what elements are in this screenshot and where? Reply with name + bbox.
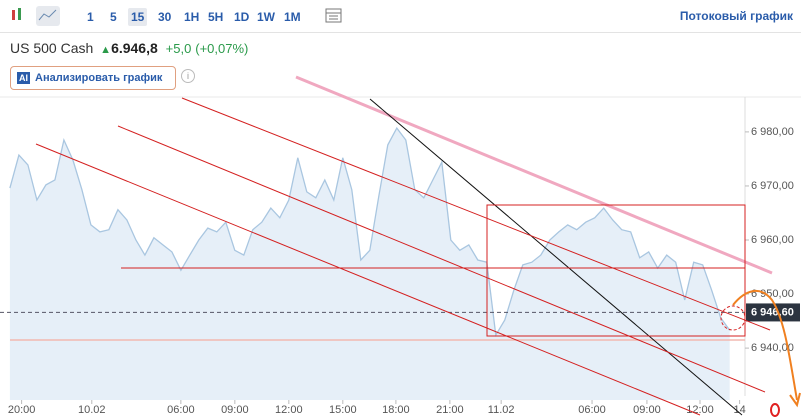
y-tick-label: 6 950,00 xyxy=(751,288,794,300)
watermark: Investing.com xyxy=(22,299,156,321)
channel-line xyxy=(181,97,771,331)
x-tick-label: 18:00 xyxy=(382,404,410,416)
x-tick-label: 12:00 xyxy=(275,404,303,416)
price-tag-label: 6 946,60 xyxy=(751,306,794,318)
analyze-label: Анализировать график xyxy=(35,72,163,84)
channel-line xyxy=(35,143,701,416)
quote-header: US 500 Cash ▲6.946,8 +5,0 (+0,07%) xyxy=(10,40,249,56)
interval-button[interactable]: 5 xyxy=(110,10,117,24)
interval-button[interactable]: 1D xyxy=(234,10,250,24)
marker xyxy=(770,403,780,417)
x-tick-label: 09:00 xyxy=(221,404,249,416)
x-tick-label: 20:00 xyxy=(8,404,36,416)
x-tick-label: 15:00 xyxy=(329,404,357,416)
interval-button[interactable]: 1M xyxy=(284,10,301,24)
arrow-head xyxy=(789,392,801,408)
box xyxy=(486,204,746,337)
change-pct: (+0,07%) xyxy=(195,41,249,56)
stream-link[interactable]: Потоковый график xyxy=(679,9,793,23)
x-tick-label: 21:00 xyxy=(436,404,464,416)
change: +5,0 xyxy=(165,41,192,56)
x-tick-label: 14 xyxy=(733,404,745,416)
y-tick-label: 6 970,00 xyxy=(751,180,794,192)
x-tick-label: 06:00 xyxy=(167,404,195,416)
interval-button[interactable]: 1W xyxy=(257,10,275,24)
x-tick-label: 09:00 xyxy=(633,404,661,416)
instrument: US 500 Cash xyxy=(10,40,94,56)
table-icon[interactable] xyxy=(324,6,344,26)
channel-line xyxy=(117,125,766,393)
price-tag xyxy=(746,303,800,322)
interval-button[interactable]: 30 xyxy=(158,10,172,24)
y-tick-label: 6 960,00 xyxy=(751,234,794,246)
x-tick-label: 11.02 xyxy=(488,404,515,416)
price: 6.946,8 xyxy=(111,40,158,56)
interval-button[interactable]: 1H xyxy=(184,10,200,24)
area-fill xyxy=(9,128,730,400)
y-tick-label: 6 980,00 xyxy=(751,126,794,138)
x-tick-label: 10.02 xyxy=(78,404,106,416)
trend-line xyxy=(295,75,773,275)
circle xyxy=(720,305,746,331)
info-icon[interactable]: i xyxy=(181,69,195,83)
interval-button[interactable]: 15 xyxy=(128,8,148,26)
y-tick-label: 6 940,00 xyxy=(751,342,794,354)
trend-line xyxy=(369,98,743,416)
x-tick-label: 06:00 xyxy=(578,404,606,416)
chart-type-icons[interactable] xyxy=(6,0,76,32)
forecast-arrow xyxy=(732,290,798,401)
analyze-button[interactable]: AI Анализировать график xyxy=(10,66,176,90)
interval-button[interactable]: 1 xyxy=(87,10,94,24)
interval-button[interactable]: 5H xyxy=(208,10,224,24)
toolbar: 1 5 15 30 1H 5H 1D 1W 1M Потоковый график xyxy=(0,0,801,33)
x-tick-label: 12:00 xyxy=(686,404,714,416)
area-line xyxy=(9,126,731,338)
drawings xyxy=(10,75,801,417)
